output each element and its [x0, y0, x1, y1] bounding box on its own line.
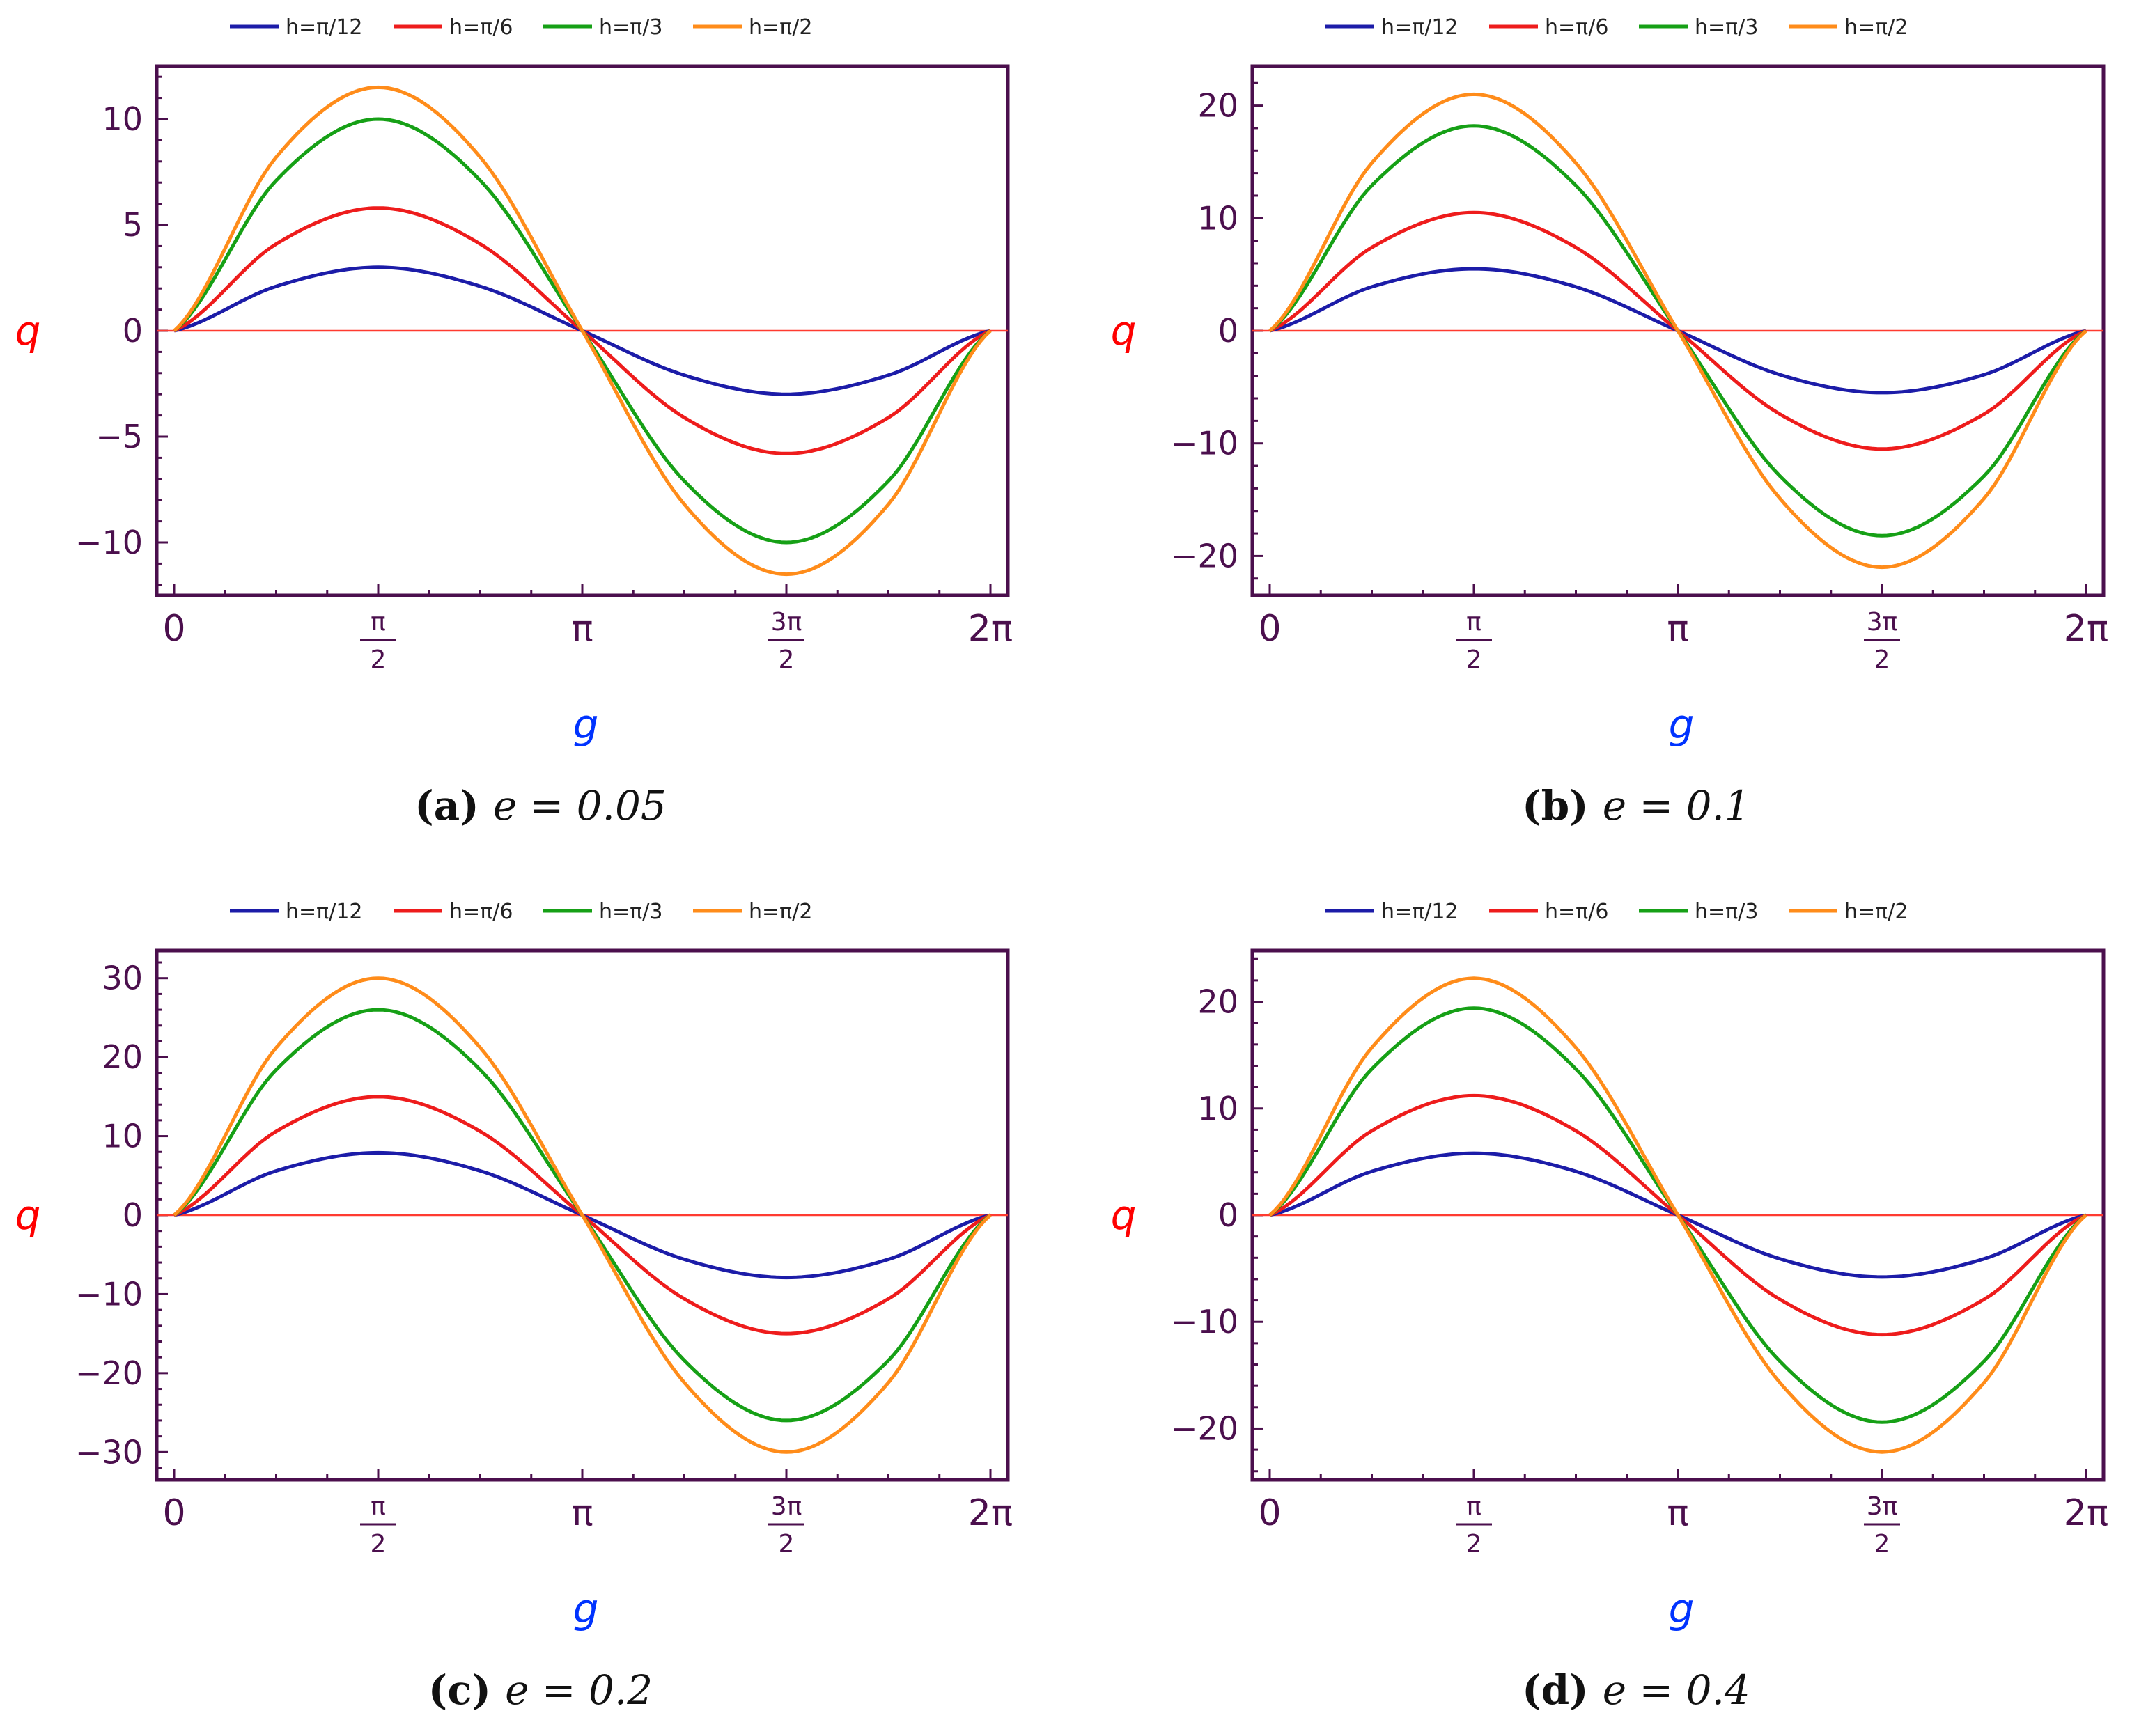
x-tick-numerator: π: [371, 1492, 386, 1521]
caption-tag: (a): [414, 782, 493, 829]
x-axis-label: g: [573, 701, 599, 748]
x-tick-numerator: 3π: [1867, 1492, 1898, 1521]
y-axis-label: q: [1111, 307, 1137, 354]
x-tick-denominator: 2: [1466, 646, 1482, 674]
x-tick-label: 0: [1258, 608, 1281, 650]
legend-label: h=π/12: [1381, 900, 1459, 924]
caption-equation: e = 0.05: [493, 782, 667, 829]
x-tick-denominator: 2: [371, 646, 387, 674]
series-line: [173, 85, 992, 577]
x-tick-label: 2π: [968, 608, 1013, 650]
x-axis-label: g: [1669, 1585, 1695, 1632]
caption-tag: (b): [1522, 782, 1603, 829]
x-tick-denominator: 2: [371, 1530, 387, 1558]
y-axis-label: q: [15, 1191, 41, 1239]
x-axis-label: g: [1669, 701, 1695, 748]
legend: h=π/12 h=π/6 h=π/3 h=π/2: [1325, 900, 1908, 924]
panel-caption: (c) e = 0.2: [428, 1666, 653, 1714]
x-tick-numerator: π: [1466, 1492, 1481, 1521]
x-tick-label: 2π: [2064, 1492, 2108, 1534]
y-tick-label: 5: [123, 206, 143, 244]
legend: h=π/12 h=π/6 h=π/3 h=π/2: [1325, 15, 1908, 40]
series-line: [1268, 92, 2087, 570]
legend-label: h=π/2: [749, 900, 812, 924]
y-tick-label: −10: [75, 1275, 143, 1313]
legend-label: h=π/12: [286, 900, 363, 924]
y-tick-label: −20: [1171, 1409, 1238, 1447]
x-tick-label: 2π: [968, 1492, 1013, 1534]
legend-label: h=π/12: [1381, 15, 1459, 40]
x-tick-numerator: 3π: [771, 608, 802, 636]
y-tick-label: 0: [1218, 312, 1238, 350]
x-tick-denominator: 2: [779, 646, 795, 674]
y-tick-label: 30: [102, 960, 143, 997]
y-tick-label: −20: [1171, 537, 1238, 574]
x-tick-numerator: 3π: [771, 1492, 802, 1521]
panel-caption: (b) e = 0.1: [1522, 782, 1750, 829]
x-tick-label: 0: [1258, 1492, 1281, 1534]
y-tick-label: 0: [123, 1196, 143, 1234]
legend-label: h=π/3: [1695, 15, 1758, 40]
y-tick-label: −10: [1171, 425, 1238, 462]
x-tick-numerator: π: [371, 608, 386, 636]
x-tick-denominator: 2: [779, 1530, 795, 1558]
x-tick-label: π: [571, 608, 593, 650]
y-tick-label: 20: [1197, 983, 1238, 1021]
legend-label: h=π/6: [449, 900, 513, 924]
legend-label: h=π/2: [1844, 15, 1908, 40]
x-tick-label: 0: [162, 1492, 185, 1534]
y-tick-label: 0: [123, 312, 143, 350]
x-tick-numerator: 3π: [1867, 608, 1898, 636]
series-line: [173, 976, 992, 1454]
x-tick-label: 0: [162, 608, 185, 650]
y-tick-label: 10: [102, 1118, 143, 1155]
caption-equation: e = 0.2: [505, 1666, 653, 1714]
x-tick-denominator: 2: [1466, 1530, 1482, 1558]
legend-label: h=π/6: [1545, 15, 1608, 40]
caption-equation: e = 0.4: [1603, 1666, 1750, 1714]
x-tick-label: 2π: [2064, 608, 2108, 650]
panel-caption: (d) e = 0.4: [1522, 1666, 1750, 1714]
legend-label: h=π/3: [1695, 900, 1758, 924]
y-tick-label: 10: [1197, 199, 1238, 237]
x-axis-label: g: [573, 1585, 599, 1632]
y-tick-label: −10: [1171, 1303, 1238, 1340]
caption-equation: e = 0.1: [1603, 782, 1750, 829]
legend-label: h=π/6: [1545, 900, 1608, 924]
y-tick-label: −5: [95, 418, 143, 455]
legend-label: h=π/6: [449, 15, 513, 40]
y-tick-label: 20: [1197, 87, 1238, 125]
x-tick-label: π: [1667, 608, 1688, 650]
y-axis-label: q: [15, 307, 41, 354]
x-tick-denominator: 2: [1874, 646, 1890, 674]
legend-label: h=π/3: [599, 15, 662, 40]
y-tick-label: −10: [75, 524, 143, 561]
y-tick-label: 10: [102, 100, 143, 138]
x-tick-label: π: [571, 1492, 593, 1534]
legend-label: h=π/2: [749, 15, 812, 40]
legend: h=π/12 h=π/6 h=π/3 h=π/2: [230, 15, 812, 40]
y-tick-label: −20: [75, 1354, 143, 1392]
y-tick-label: 10: [1197, 1090, 1238, 1127]
legend: h=π/12 h=π/6 h=π/3 h=π/2: [230, 900, 812, 924]
chart-panel-c: h=π/12 h=π/6 h=π/3 h=π/2 −30 −20 −10 0 10 20 30 0 π 2…: [15, 900, 1013, 1714]
series-line: [1268, 976, 2087, 1454]
y-tick-label: 0: [1218, 1196, 1238, 1234]
y-axis-label: q: [1111, 1191, 1137, 1239]
x-tick-denominator: 2: [1874, 1530, 1890, 1558]
legend-label: h=π/3: [599, 900, 662, 924]
y-tick-label: 20: [102, 1038, 143, 1076]
panel-caption: (a) e = 0.05: [414, 782, 667, 829]
y-tick-label: −30: [75, 1433, 143, 1471]
caption-tag: (d): [1522, 1666, 1603, 1714]
x-tick-label: π: [1667, 1492, 1688, 1534]
legend-label: h=π/2: [1844, 900, 1908, 924]
caption-tag: (c): [428, 1666, 505, 1714]
legend-label: h=π/12: [286, 15, 363, 40]
x-tick-numerator: π: [1466, 608, 1481, 636]
